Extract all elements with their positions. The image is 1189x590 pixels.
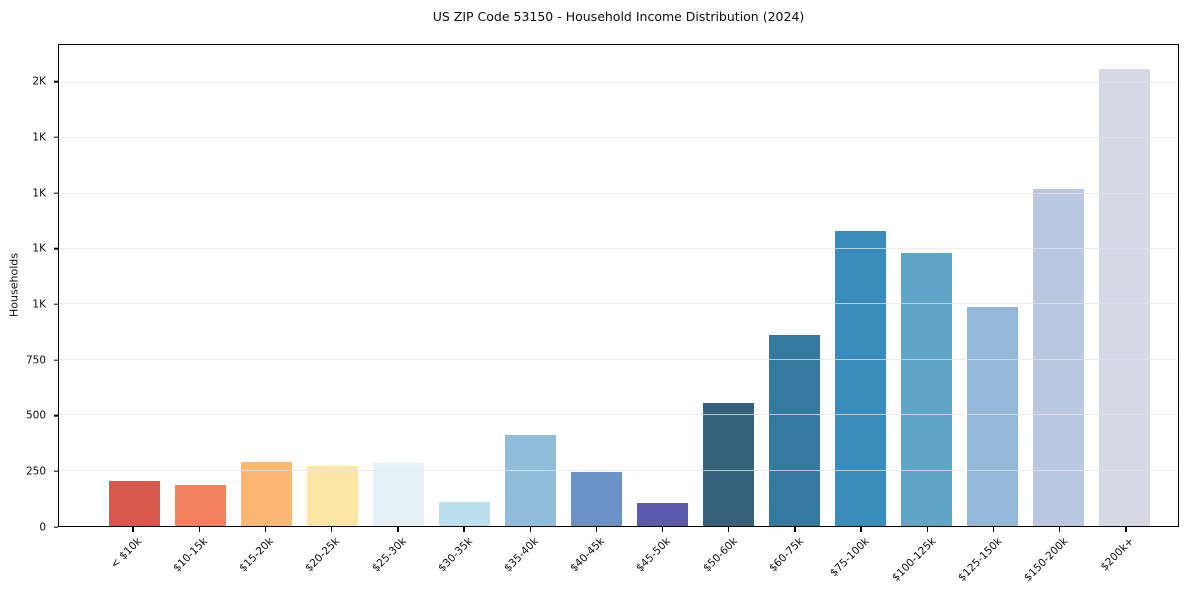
x-axis: < $10k $10-15k $15-20k $20-25k $25-30k $30-35… xyxy=(58,527,1179,590)
bar-$25-30k xyxy=(372,463,424,526)
bar-slot xyxy=(431,45,497,526)
bar-$45-50k xyxy=(637,502,689,526)
x-tick-label: $100-125k xyxy=(889,535,939,584)
bar-slot xyxy=(563,45,629,526)
x-tick-mark xyxy=(860,527,862,532)
x-tick-label: $30-35k xyxy=(435,535,475,575)
x-tick-label: $10-15k xyxy=(170,535,211,575)
bar-$10-15k xyxy=(174,485,226,526)
bar-$40-45k xyxy=(570,471,622,526)
y-tick-label: 1K xyxy=(32,186,46,199)
x-tick-mark xyxy=(264,527,267,532)
x-tick-mark xyxy=(926,527,929,532)
bars-layer xyxy=(59,45,1178,526)
bar-slot xyxy=(828,45,894,526)
y-tick-mark xyxy=(53,81,58,83)
y-axis: 0 250 500 750 1K 1K 1K 1K 2K xyxy=(0,44,58,532)
x-tick-mark xyxy=(463,527,465,532)
x-tick-mark xyxy=(1125,527,1127,532)
x-tick-label: $75-100k xyxy=(828,535,872,580)
x-tick-mark xyxy=(728,527,730,532)
y-tick-mark xyxy=(53,470,58,473)
bar-slot xyxy=(1092,45,1158,526)
y-tick-label: 500 xyxy=(25,409,46,422)
bar-slot xyxy=(696,45,762,526)
bar-slot xyxy=(101,45,167,526)
x-tick-mark xyxy=(529,527,531,532)
bar-$150-200k xyxy=(1033,189,1085,526)
y-tick-label: 0 xyxy=(39,520,46,533)
bar-slot xyxy=(233,45,299,526)
x-tick-label: $150-200k xyxy=(1021,535,1071,584)
x-tick-mark xyxy=(198,527,200,532)
bar-$30-35k xyxy=(438,501,490,526)
bar-slot xyxy=(894,45,960,526)
x-tick-label: $200k+ xyxy=(1098,535,1137,574)
bar-$60-75k xyxy=(769,335,821,526)
y-tick-label: 1K xyxy=(32,242,46,255)
x-tick-label: $25-30k xyxy=(369,535,409,575)
x-tick-label: $60-75k xyxy=(766,535,806,575)
x-tick-label: $45-50k xyxy=(634,535,674,575)
bar-$200k+ xyxy=(1099,69,1151,526)
bar-slot xyxy=(497,45,563,526)
y-tick-label: 2K xyxy=(32,75,46,88)
y-tick-label: 1K xyxy=(32,298,46,311)
plot-area xyxy=(58,44,1179,527)
bar-$125-150k xyxy=(967,306,1019,526)
bar-$35-40k xyxy=(504,435,556,526)
x-tick-label: $15-20k xyxy=(237,535,277,575)
y-tick-mark xyxy=(53,415,58,417)
x-tick-mark xyxy=(992,527,995,532)
y-tick-mark xyxy=(53,303,58,306)
x-tick-mark xyxy=(595,527,598,532)
y-tick-mark xyxy=(53,359,58,361)
y-tick-mark xyxy=(53,192,58,194)
chart-title: US ZIP Code 53150 - Household Income Dis… xyxy=(432,9,805,24)
bar-slot xyxy=(762,45,828,526)
bar-slot xyxy=(1026,45,1092,526)
bar-$20-25k xyxy=(306,466,358,526)
x-tick-mark xyxy=(330,527,333,532)
x-tick-mark xyxy=(1059,527,1061,532)
bar-< $10k xyxy=(108,480,160,526)
bar-slot xyxy=(960,45,1026,526)
y-tick-mark xyxy=(53,248,58,250)
x-tick-label: $125-150k xyxy=(955,535,1005,584)
bar-$75-100k xyxy=(835,231,887,526)
x-tick-mark xyxy=(397,527,399,532)
x-tick-label: $20-25k xyxy=(303,535,343,575)
x-tick-mark xyxy=(132,527,134,532)
bar-slot xyxy=(167,45,233,526)
x-tick-label: $50-60k xyxy=(700,535,740,575)
y-tick-label: 250 xyxy=(25,465,46,478)
bar-slot xyxy=(365,45,431,526)
x-tick-label: < $10k xyxy=(108,535,144,571)
y-tick-mark xyxy=(53,526,58,528)
x-tick-mark xyxy=(661,527,664,532)
x-tick-mark xyxy=(794,527,796,532)
bar-slot xyxy=(299,45,365,526)
bar-$50-60k xyxy=(703,402,755,526)
bar-$15-20k xyxy=(240,461,292,526)
x-tick-label: $35-40k xyxy=(501,535,541,575)
y-tick-label: 750 xyxy=(25,353,46,366)
y-tick-label: 1K xyxy=(32,131,46,144)
y-tick-mark xyxy=(53,136,58,139)
bar-slot xyxy=(630,45,696,526)
x-tick-label: $40-45k xyxy=(568,535,608,575)
bar-$100-125k xyxy=(901,252,953,526)
